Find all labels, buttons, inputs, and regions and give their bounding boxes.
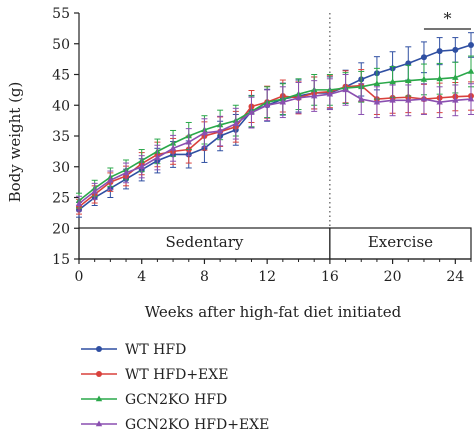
y-tick-label: 55	[52, 6, 70, 22]
series-line	[78, 89, 472, 205]
legend-item: WT HFD+EXE	[81, 367, 228, 383]
phase-label: Sedentary	[165, 233, 243, 251]
y-tick-label: 35	[52, 129, 70, 145]
y-tick-label: 15	[52, 252, 70, 268]
data-point	[405, 96, 412, 103]
legend-marker	[95, 420, 103, 427]
data-point	[420, 75, 428, 82]
y-tick-label: 45	[52, 68, 70, 84]
legend-label: GCN2KO HFD+EXE	[125, 417, 269, 433]
data-point	[468, 41, 474, 48]
data-point	[248, 109, 255, 115]
data-point	[452, 46, 459, 53]
series-gcn2ko-hfd-exe	[75, 74, 474, 212]
data-point	[326, 90, 334, 97]
legend-marker	[95, 395, 103, 402]
data-point	[405, 77, 412, 83]
significance-marker: *	[423, 9, 471, 30]
legend-label: WT HFD	[125, 342, 186, 358]
x-tick-label: 8	[200, 269, 209, 285]
data-point	[232, 120, 239, 126]
data-point	[201, 129, 208, 136]
data-point	[452, 96, 459, 103]
x-tick-label: 0	[75, 269, 84, 285]
series-line	[78, 70, 472, 202]
data-point	[436, 98, 443, 105]
data-point	[420, 95, 428, 102]
data-point	[467, 67, 474, 74]
data-point	[91, 187, 98, 194]
legend-label: GCN2KO HFD	[125, 392, 227, 408]
x-axis-title: Weeks after high-fat diet initiated	[145, 303, 402, 321]
y-tick-label: 20	[52, 221, 70, 237]
x-tick-label: 4	[137, 269, 146, 285]
legend-item: WT HFD	[81, 342, 186, 358]
y-axis-title: Body weight (g)	[6, 82, 24, 203]
legend: WT HFD WT HFD+EXE GCN2KO HFD GCN2KO HFD+EXE	[81, 342, 269, 433]
data-point	[216, 127, 224, 134]
y-tick-label: 30	[52, 160, 70, 176]
series-group	[75, 32, 474, 218]
data-point	[263, 101, 271, 108]
data-point	[467, 95, 474, 102]
data-point	[373, 80, 381, 87]
data-point	[75, 200, 83, 206]
data-point	[373, 98, 381, 105]
data-point	[107, 176, 114, 183]
legend-marker	[96, 371, 102, 377]
legend-item: GCN2KO HFD	[81, 392, 227, 408]
data-point	[169, 144, 177, 151]
series-wt-hfd	[76, 32, 474, 218]
x-tick-label: 20	[384, 269, 402, 285]
series-wt-hfd-exe	[76, 69, 474, 215]
y-tick-label: 25	[52, 191, 70, 207]
data-point	[420, 54, 427, 61]
x-tick-label: 24	[446, 269, 464, 285]
data-point	[185, 138, 192, 145]
series-line	[78, 44, 472, 211]
data-point	[138, 163, 145, 170]
data-point	[358, 95, 365, 102]
y-tick-label: 40	[52, 98, 70, 114]
legend-marker	[96, 346, 102, 352]
series-gcn2ko-hfd	[75, 55, 474, 209]
data-point	[279, 98, 287, 105]
data-point	[295, 94, 302, 101]
phase-band: Sedentary Exercise	[78, 13, 472, 260]
data-point	[342, 86, 349, 93]
phase-label: Exercise	[368, 233, 433, 251]
legend-label: WT HFD+EXE	[125, 367, 228, 383]
x-tick-label: 16	[321, 269, 339, 285]
x-tick-label: 12	[258, 269, 276, 285]
data-point	[436, 48, 443, 55]
data-point	[122, 169, 130, 176]
data-point	[389, 96, 396, 103]
y-tick-label: 50	[52, 37, 70, 53]
data-point	[154, 154, 161, 160]
data-point	[452, 74, 459, 80]
data-point	[436, 75, 443, 82]
data-point	[311, 92, 318, 99]
legend-item: GCN2KO HFD+EXE	[81, 417, 269, 433]
significance-label: *	[443, 9, 451, 28]
data-point	[389, 78, 396, 85]
axes: Body weight (g) Weeks after high-fat die…	[6, 6, 472, 321]
